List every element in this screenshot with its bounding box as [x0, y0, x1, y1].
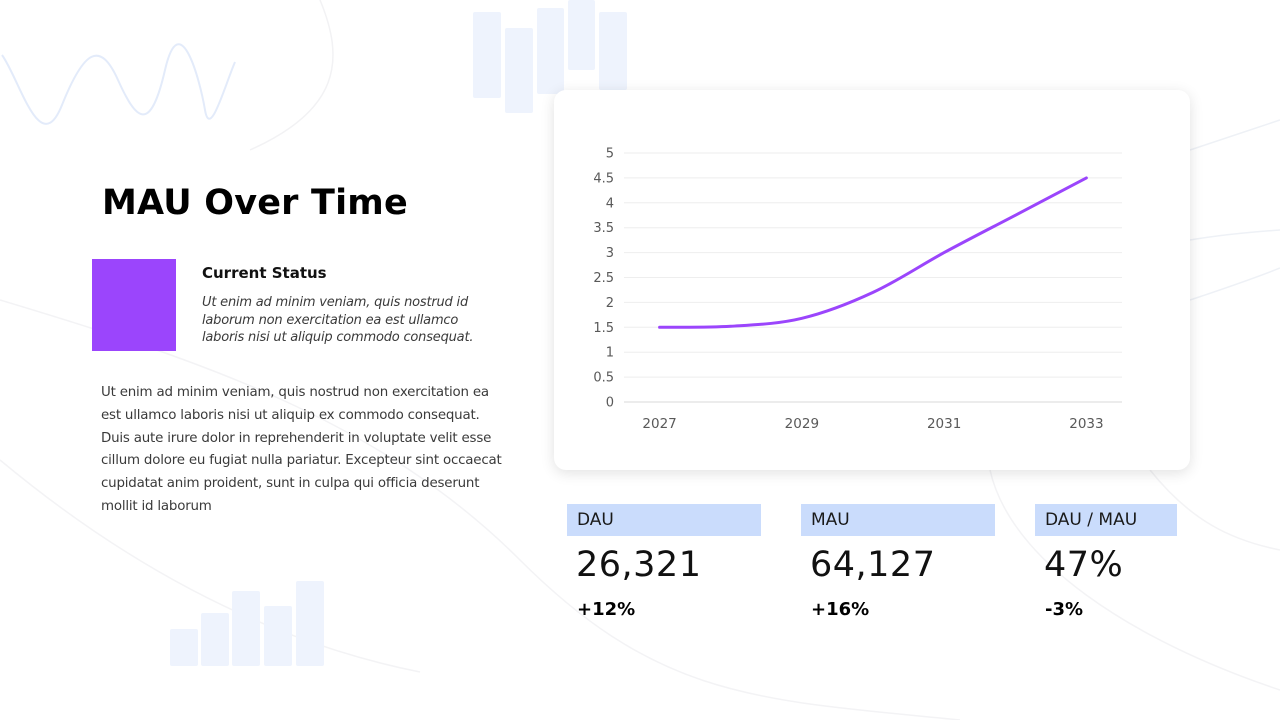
y-tick-label: 0.5	[593, 371, 614, 386]
decorative-arc	[0, 299, 961, 720]
kpi-change-dau-mau: -3%	[1045, 599, 1084, 620]
kpi-label-dau-mau: DAU / MAU	[1035, 504, 1177, 536]
y-tick-label: 5	[606, 147, 614, 162]
kpi-value-mau: 64,127	[810, 545, 936, 585]
page-title: MAU Over Time	[102, 183, 408, 223]
x-tick-label: 2033	[1069, 416, 1103, 432]
y-tick-label: 0	[606, 396, 614, 411]
status-description: Ut enim ad minim veniam, quis nostrud id…	[202, 295, 474, 345]
decorative-bars-bottom	[170, 581, 324, 666]
decorative-arc	[1149, 469, 1280, 551]
x-tick-label: 2027	[642, 416, 676, 432]
status-heading: Current Status	[202, 264, 327, 282]
kpi-change-dau: +12%	[577, 599, 636, 620]
body-paragraph: Ut enim ad minim veniam, quis nostrud no…	[101, 385, 502, 514]
y-tick-label: 1.5	[593, 321, 614, 336]
decorative-arc	[989, 469, 1280, 691]
kpi-label-dau: DAU	[567, 504, 761, 536]
kpi-change-mau: +16%	[811, 599, 870, 620]
decorative-arc	[0, 459, 421, 673]
kpi-value-dau: 26,321	[576, 545, 702, 585]
y-tick-label: 4.5	[593, 171, 614, 186]
line-chart: 0 0.5 1 1.5 2 2.5 3 3.5 4 4.5 5 2027 2029 2031 2033	[593, 147, 1122, 432]
x-tick-label: 2029	[785, 416, 819, 432]
y-tick-label: 1	[606, 346, 614, 361]
y-tick-label: 3	[606, 246, 614, 261]
y-tick-label: 4	[606, 196, 614, 211]
kpi-value-dau-mau: 47%	[1044, 545, 1124, 585]
decorative-arc	[1189, 119, 1280, 151]
status-color-swatch	[92, 259, 176, 351]
y-tick-label: 3.5	[593, 221, 614, 236]
chart-card: 0 0.5 1 1.5 2 2.5 3 3.5 4 4.5 5 2027 2029 2031 2033	[554, 90, 1190, 470]
decorative-bars-top	[473, 0, 627, 113]
y-tick-label: 2	[606, 296, 614, 311]
decorative-wave	[1, 43, 236, 125]
x-tick-label: 2031	[927, 416, 961, 432]
series-line-0	[658, 176, 1088, 329]
decorative-arc	[1189, 267, 1280, 301]
decorative-arc	[1189, 229, 1280, 241]
decorative-arc	[249, 0, 334, 151]
kpi-label-mau: MAU	[801, 504, 995, 536]
y-tick-label: 2.5	[593, 271, 614, 286]
